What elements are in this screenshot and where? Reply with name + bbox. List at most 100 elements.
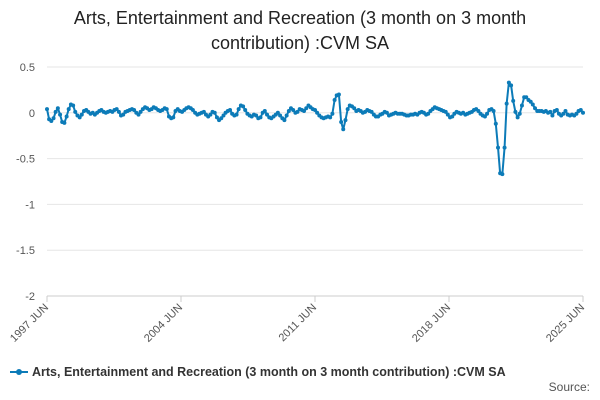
data-point — [574, 111, 579, 116]
data-point — [284, 113, 289, 118]
data-point — [278, 113, 283, 118]
data-point — [509, 83, 514, 88]
data-point — [236, 107, 241, 112]
data-point — [49, 119, 54, 124]
data-point — [262, 108, 267, 113]
x-tick-label: 1997 JUN — [8, 302, 51, 345]
data-point — [426, 111, 431, 116]
y-tick-label: -2 — [25, 291, 35, 303]
data-point — [443, 109, 448, 114]
data-point — [517, 111, 522, 116]
data-point — [243, 108, 248, 113]
data-point — [138, 109, 143, 114]
data-point — [71, 103, 76, 108]
data-point — [234, 112, 239, 117]
data-point — [304, 106, 309, 111]
x-tick-label: 2011 JUN — [277, 302, 320, 345]
data-point — [132, 108, 137, 113]
x-tick-label: 2025 JUN — [544, 302, 587, 345]
data-point — [369, 109, 374, 114]
y-tick-label: 0.5 — [20, 62, 35, 74]
data-point — [291, 108, 296, 113]
data-point — [578, 108, 583, 113]
data-point — [352, 106, 357, 111]
data-point — [330, 111, 335, 116]
legend[interactable]: Arts, Entertainment and Recreation (3 mo… — [10, 363, 506, 381]
data-point — [77, 115, 82, 120]
legend-line-marker-icon — [10, 366, 28, 378]
data-point — [550, 113, 555, 118]
data-point — [513, 109, 518, 114]
data-point — [66, 107, 71, 112]
data-point — [496, 145, 501, 150]
x-tick-label: 2004 JUN — [142, 302, 185, 345]
data-point — [554, 108, 559, 113]
data-point — [563, 108, 568, 113]
data-point — [506, 80, 511, 85]
data-point — [345, 107, 350, 112]
data-point — [208, 112, 213, 117]
data-point — [313, 108, 317, 113]
source-label: Source: — [548, 380, 590, 394]
data-point — [533, 106, 538, 111]
data-point — [79, 112, 84, 117]
data-point — [450, 114, 455, 119]
data-point — [53, 109, 58, 114]
data-point — [55, 106, 60, 111]
data-point — [502, 145, 507, 150]
data-point — [265, 112, 270, 117]
data-point — [258, 115, 263, 120]
data-point — [116, 109, 121, 114]
data-point — [190, 108, 195, 113]
data-point — [504, 101, 509, 106]
data-point — [491, 108, 496, 113]
data-point — [336, 92, 341, 97]
data-point — [254, 113, 259, 118]
data-point — [228, 108, 233, 113]
data-point — [64, 114, 69, 119]
data-point — [45, 107, 49, 112]
data-point — [493, 121, 498, 126]
data-point — [212, 110, 217, 115]
chart-title-line-1: Arts, Entertainment and Recreation (3 mo… — [73, 8, 527, 28]
data-point — [214, 115, 219, 120]
data-point — [561, 111, 566, 116]
data-point — [51, 116, 56, 121]
data-point — [581, 110, 585, 115]
y-tick-label: -1 — [25, 199, 35, 211]
data-point — [286, 108, 291, 113]
data-point — [136, 112, 141, 117]
data-point — [548, 109, 553, 114]
data-point — [384, 110, 389, 115]
data-point — [241, 104, 246, 109]
data-point — [315, 110, 320, 115]
y-tick-label: -1.5 — [16, 245, 35, 257]
y-tick-label: 0 — [29, 108, 35, 120]
data-point — [62, 120, 67, 125]
data-point — [343, 118, 348, 123]
data-point — [500, 172, 505, 177]
data-point — [341, 127, 346, 132]
data-point — [275, 110, 280, 115]
data-point — [482, 114, 487, 119]
data-point — [528, 99, 533, 104]
chart-title-line-2: contribution) :CVM SA — [210, 33, 390, 53]
data-point — [445, 112, 450, 117]
x-tick-label: 2018 JUN — [410, 302, 453, 345]
data-point — [164, 107, 169, 112]
data-point — [524, 95, 529, 100]
data-point — [339, 119, 344, 124]
data-point — [121, 112, 126, 117]
data-point — [476, 108, 481, 113]
data-point — [219, 116, 224, 121]
data-point — [295, 109, 300, 114]
data-point — [515, 115, 520, 120]
data-point — [221, 113, 226, 118]
data-point — [302, 108, 307, 113]
data-point — [530, 102, 535, 107]
data-point — [73, 109, 78, 114]
legend-label: Arts, Entertainment and Recreation (3 mo… — [32, 365, 506, 379]
data-point — [511, 98, 516, 103]
series-line — [46, 81, 584, 176]
